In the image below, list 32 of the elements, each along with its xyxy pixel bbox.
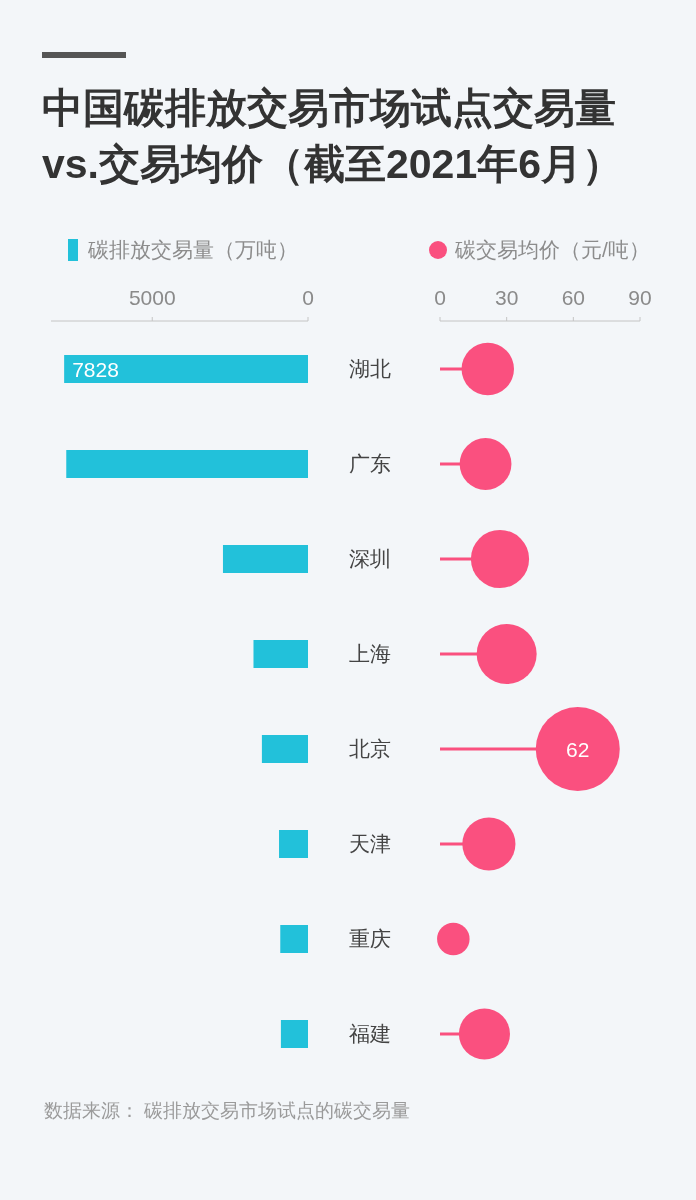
y-tick-label: 重庆	[349, 927, 391, 950]
y-tick-label: 北京	[349, 737, 391, 760]
y-tick-label: 广东	[349, 452, 391, 475]
y-tick-label: 上海	[349, 642, 391, 665]
y-tick-label: 福建	[349, 1022, 391, 1045]
data-label: 62	[566, 738, 590, 761]
bar	[222, 545, 308, 573]
y-tick-label: 天津	[349, 832, 391, 855]
x-tick-label: 90	[628, 286, 652, 309]
legend-label: 碳交易均价（元/吨）	[454, 238, 650, 261]
x-tick-label: 5000	[128, 286, 176, 309]
data-label: 7828	[72, 358, 119, 381]
point	[462, 817, 516, 871]
source-note: 数据来源： 碳排放交易市场试点的碳交易量	[44, 1099, 412, 1123]
point	[459, 438, 512, 490]
bar	[261, 735, 308, 763]
point	[461, 342, 515, 396]
y-tick-label: 深圳	[349, 547, 391, 570]
y-tick-label: 湖北	[349, 357, 391, 380]
bar	[280, 1020, 308, 1048]
x-tick-label: 60	[561, 286, 586, 309]
bar	[279, 830, 308, 858]
bar	[64, 355, 308, 383]
bar	[253, 640, 308, 668]
bar	[66, 450, 308, 478]
bar	[280, 925, 308, 953]
point	[458, 1008, 510, 1060]
legend-label: 碳排放交易量（万吨）	[87, 238, 298, 261]
chart-title: 中国碳排放交易市场试点交易量vs.交易均价（截至2021年6月）	[42, 84, 624, 189]
x-tick-label: 0	[302, 286, 314, 309]
x-tick-label: 0	[434, 286, 446, 309]
x-tick-label: 30	[494, 286, 519, 309]
